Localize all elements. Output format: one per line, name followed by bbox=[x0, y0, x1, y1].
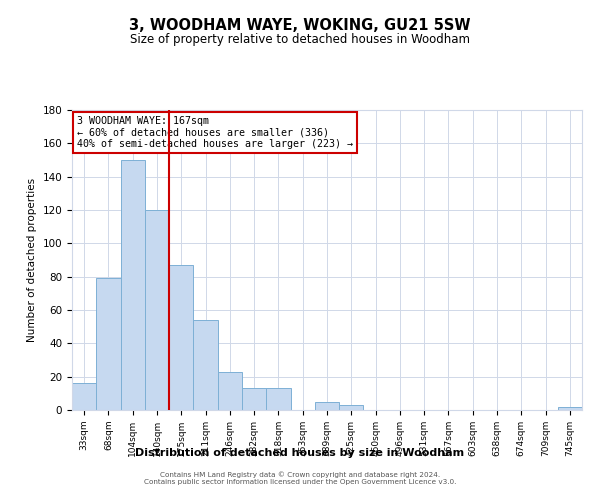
Y-axis label: Number of detached properties: Number of detached properties bbox=[27, 178, 37, 342]
Bar bbox=[193, 320, 218, 410]
Text: Distribution of detached houses by size in Woodham: Distribution of detached houses by size … bbox=[136, 448, 464, 458]
Text: Size of property relative to detached houses in Woodham: Size of property relative to detached ho… bbox=[130, 32, 470, 46]
Bar bbox=[145, 210, 169, 410]
Bar bbox=[121, 160, 145, 410]
Bar bbox=[96, 278, 121, 410]
Bar bbox=[169, 265, 193, 410]
Text: Contains HM Land Registry data © Crown copyright and database right 2024.
Contai: Contains HM Land Registry data © Crown c… bbox=[144, 472, 456, 485]
Bar bbox=[266, 388, 290, 410]
Text: 3 WOODHAM WAYE: 167sqm
← 60% of detached houses are smaller (336)
40% of semi-de: 3 WOODHAM WAYE: 167sqm ← 60% of detached… bbox=[77, 116, 353, 149]
Bar bbox=[218, 372, 242, 410]
Text: 3, WOODHAM WAYE, WOKING, GU21 5SW: 3, WOODHAM WAYE, WOKING, GU21 5SW bbox=[129, 18, 471, 32]
Bar bbox=[558, 406, 582, 410]
Bar bbox=[339, 405, 364, 410]
Bar bbox=[72, 384, 96, 410]
Bar bbox=[315, 402, 339, 410]
Bar bbox=[242, 388, 266, 410]
